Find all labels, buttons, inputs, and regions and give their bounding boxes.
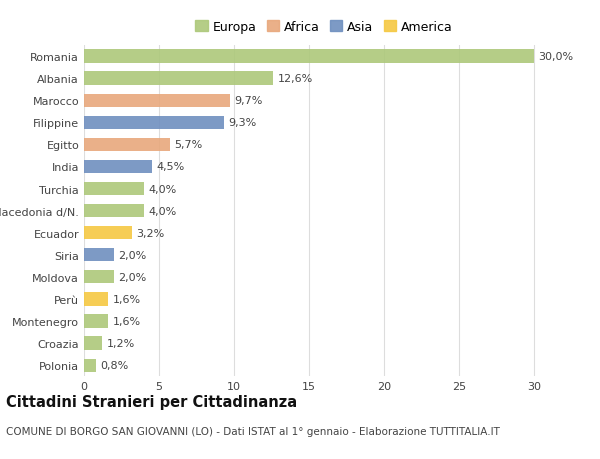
Bar bbox=[84, 161, 151, 174]
Legend: Europa, Africa, Asia, America: Europa, Africa, Asia, America bbox=[193, 18, 455, 36]
Bar bbox=[84, 73, 273, 85]
Text: COMUNE DI BORGO SAN GIOVANNI (LO) - Dati ISTAT al 1° gennaio - Elaborazione TUTT: COMUNE DI BORGO SAN GIOVANNI (LO) - Dati… bbox=[6, 426, 500, 436]
Text: 3,2%: 3,2% bbox=[137, 228, 165, 238]
Bar bbox=[84, 249, 114, 262]
Text: 1,2%: 1,2% bbox=[107, 338, 135, 348]
Text: 30,0%: 30,0% bbox=[539, 52, 574, 62]
Text: 0,8%: 0,8% bbox=[101, 360, 129, 370]
Bar bbox=[84, 183, 144, 196]
Text: 9,3%: 9,3% bbox=[228, 118, 256, 128]
Bar bbox=[84, 139, 170, 151]
Text: 1,6%: 1,6% bbox=[113, 294, 140, 304]
Text: Cittadini Stranieri per Cittadinanza: Cittadini Stranieri per Cittadinanza bbox=[6, 394, 297, 409]
Text: 4,0%: 4,0% bbox=[149, 206, 177, 216]
Bar bbox=[84, 271, 114, 284]
Text: 5,7%: 5,7% bbox=[174, 140, 202, 150]
Text: 2,0%: 2,0% bbox=[119, 250, 147, 260]
Text: 2,0%: 2,0% bbox=[119, 272, 147, 282]
Text: 4,5%: 4,5% bbox=[156, 162, 184, 172]
Bar bbox=[84, 293, 108, 306]
Text: 9,7%: 9,7% bbox=[234, 96, 262, 106]
Bar bbox=[84, 359, 96, 372]
Bar bbox=[84, 205, 144, 218]
Bar bbox=[84, 95, 229, 107]
Bar bbox=[84, 50, 534, 63]
Bar bbox=[84, 337, 102, 350]
Bar bbox=[84, 315, 108, 328]
Bar bbox=[84, 227, 132, 240]
Text: 4,0%: 4,0% bbox=[149, 184, 177, 194]
Bar bbox=[84, 117, 223, 129]
Text: 1,6%: 1,6% bbox=[113, 316, 140, 326]
Text: 12,6%: 12,6% bbox=[277, 74, 313, 84]
